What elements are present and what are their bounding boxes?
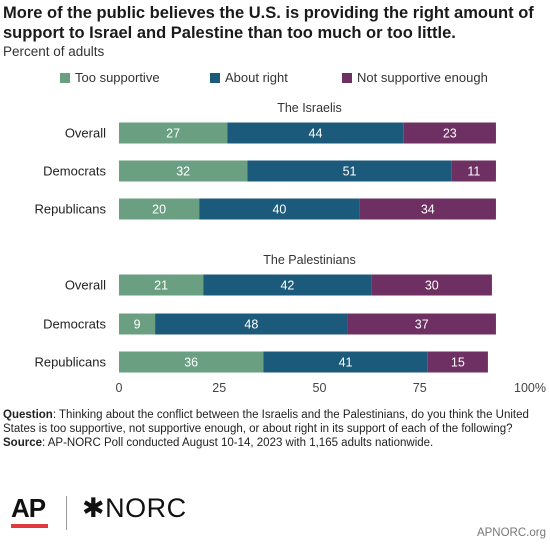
legend-item-about-right: About right — [210, 70, 288, 85]
norc-logo: ✱NORC — [82, 493, 187, 523]
bar-segment — [359, 198, 496, 220]
bar-segment — [119, 122, 228, 144]
x-tick-label: 25 — [212, 381, 226, 395]
bar-segment — [119, 313, 156, 335]
data-label: 32 — [176, 165, 190, 179]
data-label: 51 — [343, 165, 357, 179]
bar-segment — [247, 160, 452, 182]
legend-swatch-about-right — [210, 73, 220, 83]
ap-logo: AP — [11, 493, 48, 528]
source-text: : AP-NORC Poll conducted August 10-14, 2… — [42, 437, 434, 449]
bar-segment — [203, 274, 372, 296]
bar-segment — [263, 351, 428, 373]
legend-label-too-supportive: Too supportive — [75, 70, 160, 85]
bar-segment — [119, 160, 248, 182]
chart-subtitle: Percent of adults — [3, 44, 105, 59]
category-label: Overall — [65, 126, 106, 141]
group-label-the-palestinians: The Palestinians — [263, 253, 355, 267]
category-label: Overall — [65, 278, 106, 293]
question-note: Question: Thinking about the conflict be… — [3, 408, 543, 436]
legend-item-too-supportive: Too supportive — [60, 70, 160, 85]
data-label: 36 — [184, 356, 198, 370]
data-label: 41 — [339, 356, 353, 370]
question-label: Question — [3, 409, 53, 421]
bar-segment — [119, 198, 200, 220]
x-tick-label: 0 — [116, 381, 123, 395]
data-label: 48 — [244, 318, 258, 332]
stacked-bar-chart: The Israelis Overall 27 44 23 Democrats 32 51 11… — [34, 101, 546, 395]
bar-segment — [227, 122, 404, 144]
legend-label-about-right: About right — [225, 70, 288, 85]
category-label: Democrats — [43, 164, 106, 179]
bar-segment — [199, 198, 360, 220]
data-label: 20 — [152, 203, 166, 217]
source-label: Source — [3, 437, 42, 449]
source-note: Source: AP-NORC Poll conducted August 10… — [3, 436, 543, 450]
data-label: 34 — [421, 203, 435, 217]
data-label: 42 — [280, 279, 294, 293]
logo-divider — [66, 496, 67, 530]
x-tick-label: 100% — [514, 381, 546, 395]
legend-label-not-supportive-enough: Not supportive enough — [357, 70, 488, 85]
data-label: 15 — [451, 356, 465, 370]
bar-segment — [371, 274, 492, 296]
data-label: 40 — [272, 203, 286, 217]
bar-segment — [155, 313, 348, 335]
category-label: Republicans — [34, 202, 106, 217]
data-label: 11 — [467, 165, 480, 179]
x-tick-label: 75 — [413, 381, 427, 395]
x-tick-label: 50 — [313, 381, 327, 395]
legend-swatch-not-supportive-enough — [342, 73, 352, 83]
group-label-the-israelis: The Israelis — [277, 101, 342, 115]
chart-title: More of the public believes the U.S. is … — [3, 4, 534, 42]
data-label: 23 — [443, 127, 457, 141]
bar-segment — [427, 351, 488, 373]
footnote: Question: Thinking about the conflict be… — [3, 408, 543, 450]
bar-segment — [403, 122, 496, 144]
question-text: : Thinking about the conflict between th… — [3, 409, 529, 435]
bar-segment — [451, 160, 496, 182]
bar-segment — [119, 274, 204, 296]
ap-logo-underline — [11, 524, 48, 528]
ap-logo-text: AP — [11, 493, 46, 523]
data-label: 44 — [309, 127, 323, 141]
data-label: 27 — [166, 127, 180, 141]
category-label: Democrats — [43, 317, 106, 332]
data-label: 30 — [425, 279, 439, 293]
bar-segment — [347, 313, 496, 335]
data-label: 37 — [415, 318, 429, 332]
bar-segment — [119, 351, 264, 373]
site-url: APNORC.org — [476, 527, 546, 539]
category-label: Republicans — [34, 355, 106, 370]
legend-swatch-too-supportive — [60, 73, 70, 83]
data-label: 21 — [154, 279, 168, 293]
legend-item-not-supportive-enough: Not supportive enough — [342, 70, 488, 85]
data-label: 9 — [134, 318, 141, 332]
